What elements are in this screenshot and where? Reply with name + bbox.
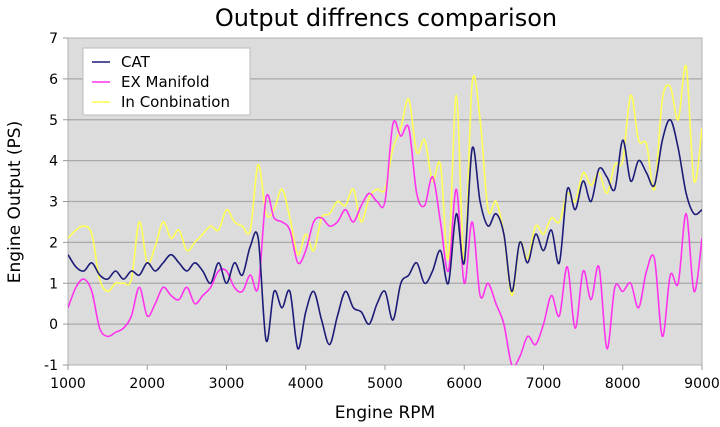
series-line-in-conbination <box>68 64 702 297</box>
legend-entry: CAT <box>121 53 151 71</box>
y-tick-label: 4 <box>49 154 58 170</box>
x-tick-label: 9000 <box>684 376 720 392</box>
legend-entry: In Conbination <box>121 93 230 111</box>
y-tick-label: 2 <box>49 235 58 251</box>
y-tick-label: -1 <box>44 358 58 374</box>
series-line-ex-manifold <box>68 120 702 365</box>
x-tick-label: 7000 <box>526 376 562 392</box>
x-tick-label: 5000 <box>367 376 403 392</box>
x-tick-label: 1000 <box>50 376 86 392</box>
x-tick-label: 6000 <box>446 376 482 392</box>
legend-box <box>82 47 251 116</box>
x-tick-label: 2000 <box>129 376 165 392</box>
y-tick-label: 6 <box>49 72 58 88</box>
chart-title: Output diffrencs comparison <box>215 4 557 32</box>
legend: CAT EX Manifold In Conbination <box>82 47 251 116</box>
y-tick-label: 3 <box>49 195 58 211</box>
x-tick-label: 4000 <box>288 376 324 392</box>
x-tick-label: 3000 <box>209 376 245 392</box>
legend-entry: EX Manifold <box>121 73 209 91</box>
y-tick-label: 0 <box>49 317 58 333</box>
y-tick-label: 1 <box>49 276 58 292</box>
x-axis-label: Engine RPM <box>335 403 435 423</box>
series-line-cat <box>68 118 702 350</box>
y-tick-label: 7 <box>49 31 58 47</box>
y-tick-label: 5 <box>49 113 58 129</box>
x-tick-label: 8000 <box>605 376 641 392</box>
y-axis-label: Engine Output (PS) <box>5 121 25 283</box>
